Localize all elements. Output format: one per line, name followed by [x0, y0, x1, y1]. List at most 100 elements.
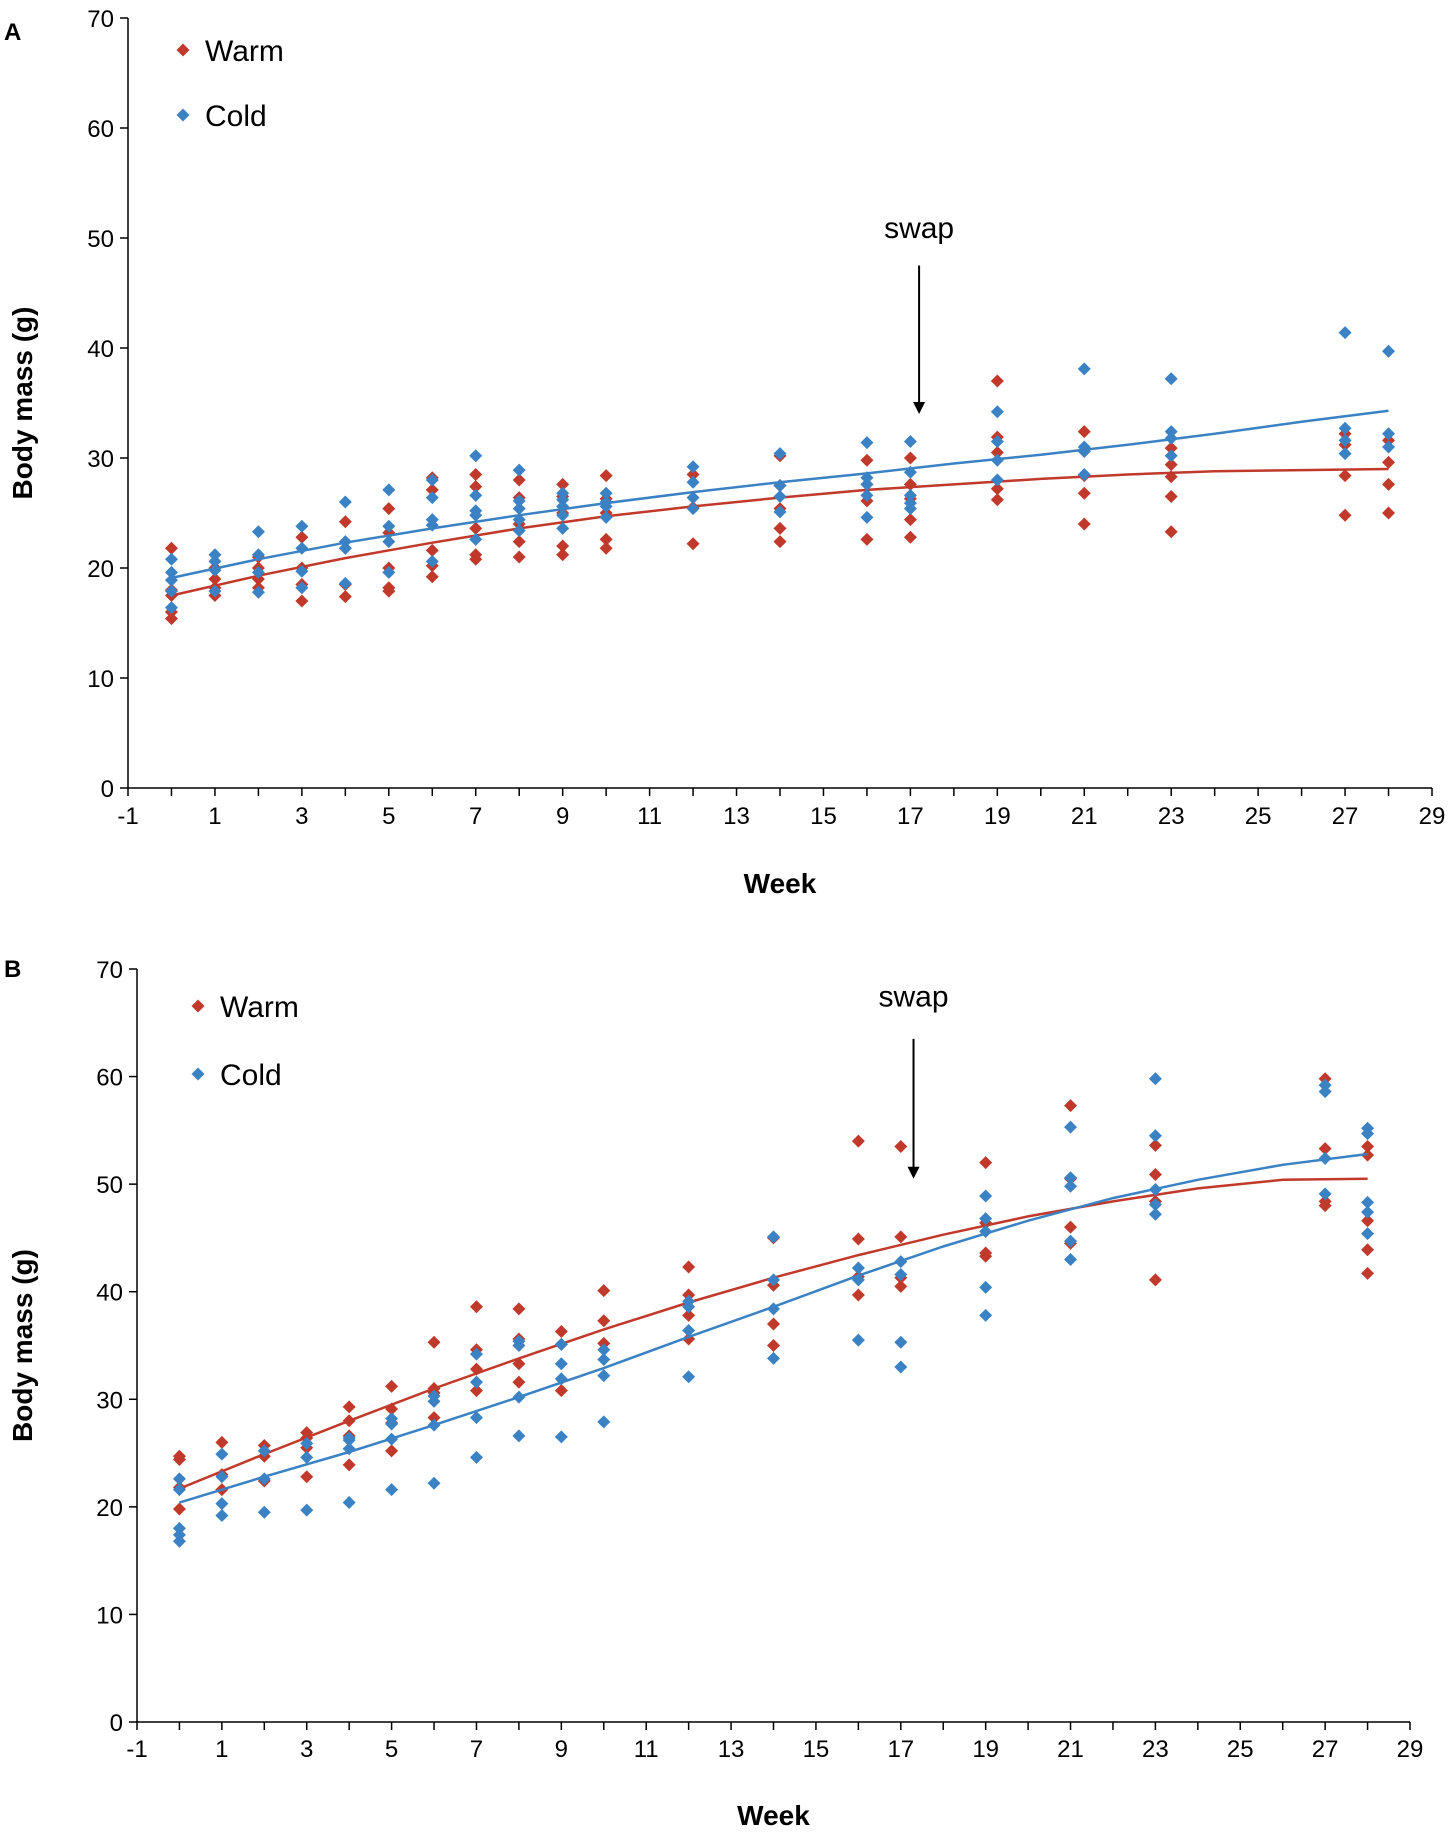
data-point-cold — [597, 1369, 611, 1383]
data-point-cold — [300, 1450, 314, 1464]
data-point-warm — [773, 535, 787, 549]
data-point-cold — [686, 460, 700, 474]
data-point-cold — [427, 1394, 441, 1408]
data-point-cold — [208, 584, 222, 598]
data-point-warm — [682, 1260, 696, 1274]
data-point-warm — [342, 1458, 356, 1472]
data-point-warm — [990, 446, 1004, 459]
data-point-warm — [556, 477, 570, 491]
data-point-cold — [682, 1323, 696, 1337]
data-point-cold — [1064, 1120, 1078, 1134]
data-point-cold — [469, 532, 483, 546]
data-point-warm — [215, 1435, 229, 1449]
data-point-cold — [215, 1447, 229, 1461]
data-point-cold — [338, 495, 352, 509]
data-point-cold — [1148, 1207, 1162, 1221]
data-point-warm — [556, 539, 570, 553]
data-point-cold — [512, 524, 526, 538]
data-point-warm — [382, 502, 396, 516]
data-point-warm — [597, 1284, 611, 1298]
data-point-cold — [1382, 440, 1396, 454]
data-point-warm — [382, 584, 396, 598]
panel-label: B — [4, 956, 21, 983]
data-point-cold — [1361, 1127, 1375, 1141]
y-tick-label: 70 — [87, 6, 114, 33]
data-point-warm — [990, 374, 1004, 388]
legend-marker-warm — [176, 43, 190, 57]
data-point-warm — [425, 543, 439, 557]
data-point-cold — [1361, 1195, 1375, 1209]
data-point-warm — [894, 1279, 908, 1293]
data-point-warm — [1148, 1138, 1162, 1152]
data-point-cold — [597, 1415, 611, 1429]
data-point-warm — [1148, 1273, 1162, 1287]
data-point-warm — [1382, 433, 1396, 447]
data-point-warm — [427, 1335, 441, 1349]
data-point-cold — [1148, 1072, 1162, 1086]
data-point-cold — [295, 519, 309, 533]
data-point-cold — [686, 502, 700, 516]
data-point-cold — [1077, 468, 1091, 481]
y-tick-label: 70 — [96, 957, 123, 984]
x-tick-label: 1 — [215, 1736, 228, 1763]
data-point-cold — [1164, 425, 1178, 439]
data-point-cold — [164, 601, 178, 615]
data-point-cold — [425, 554, 439, 568]
data-point-warm — [1382, 477, 1396, 491]
data-point-cold — [767, 1230, 780, 1244]
data-point-cold — [427, 1476, 441, 1490]
data-point-cold — [300, 1503, 314, 1517]
data-point-warm — [686, 537, 700, 551]
data-point-cold — [1318, 1187, 1332, 1201]
data-point-cold — [903, 488, 917, 502]
data-point-warm — [903, 530, 917, 544]
y-axis-title: Body mass (g) — [7, 307, 38, 500]
data-point-cold — [599, 486, 613, 500]
data-point-cold — [469, 1411, 483, 1425]
data-point-warm — [469, 552, 483, 566]
data-point-cold — [257, 1444, 271, 1458]
data-point-cold — [903, 435, 917, 448]
data-point-cold — [469, 1347, 483, 1361]
legend-label: Cold — [220, 1059, 282, 1092]
data-point-warm — [512, 1375, 526, 1389]
data-point-cold — [860, 436, 874, 450]
data-point-cold — [382, 483, 396, 497]
data-point-warm — [979, 1156, 993, 1170]
data-point-cold — [599, 510, 613, 524]
x-tick-label: 17 — [897, 803, 924, 830]
data-point-warm — [1338, 508, 1352, 522]
data-point-warm — [1164, 441, 1178, 455]
data-point-cold — [597, 1352, 611, 1366]
data-point-warm — [1064, 1099, 1078, 1113]
data-point-cold — [767, 1351, 780, 1365]
y-tick-label: 0 — [110, 1710, 123, 1737]
data-point-cold — [851, 1333, 865, 1347]
data-point-cold — [597, 1343, 611, 1357]
x-tick-label: 21 — [1071, 803, 1098, 830]
legend-marker-warm — [191, 999, 205, 1013]
data-point-warm — [903, 513, 917, 527]
data-point-cold — [979, 1212, 993, 1226]
x-tick-label: -1 — [117, 803, 138, 830]
data-point-cold — [860, 510, 874, 524]
data-point-warm — [894, 1139, 908, 1153]
data-point-warm — [686, 468, 700, 481]
data-point-cold — [295, 564, 309, 578]
data-point-warm — [1077, 517, 1091, 531]
data-point-cold — [1338, 433, 1352, 447]
data-point-warm — [903, 451, 917, 465]
data-point-warm — [172, 1453, 186, 1467]
x-tick-label: 15 — [810, 803, 837, 830]
x-tick-label: 13 — [723, 803, 750, 830]
data-point-cold — [338, 576, 352, 590]
data-point-cold — [1064, 1252, 1078, 1266]
y-tick-label: 20 — [87, 556, 114, 583]
x-tick-label: 25 — [1227, 1736, 1254, 1763]
data-point-cold — [1382, 344, 1396, 358]
legend-label: Cold — [205, 100, 267, 133]
y-tick-label: 60 — [96, 1065, 123, 1092]
data-point-warm — [1077, 486, 1091, 500]
x-tick-label: 27 — [1312, 1736, 1339, 1763]
